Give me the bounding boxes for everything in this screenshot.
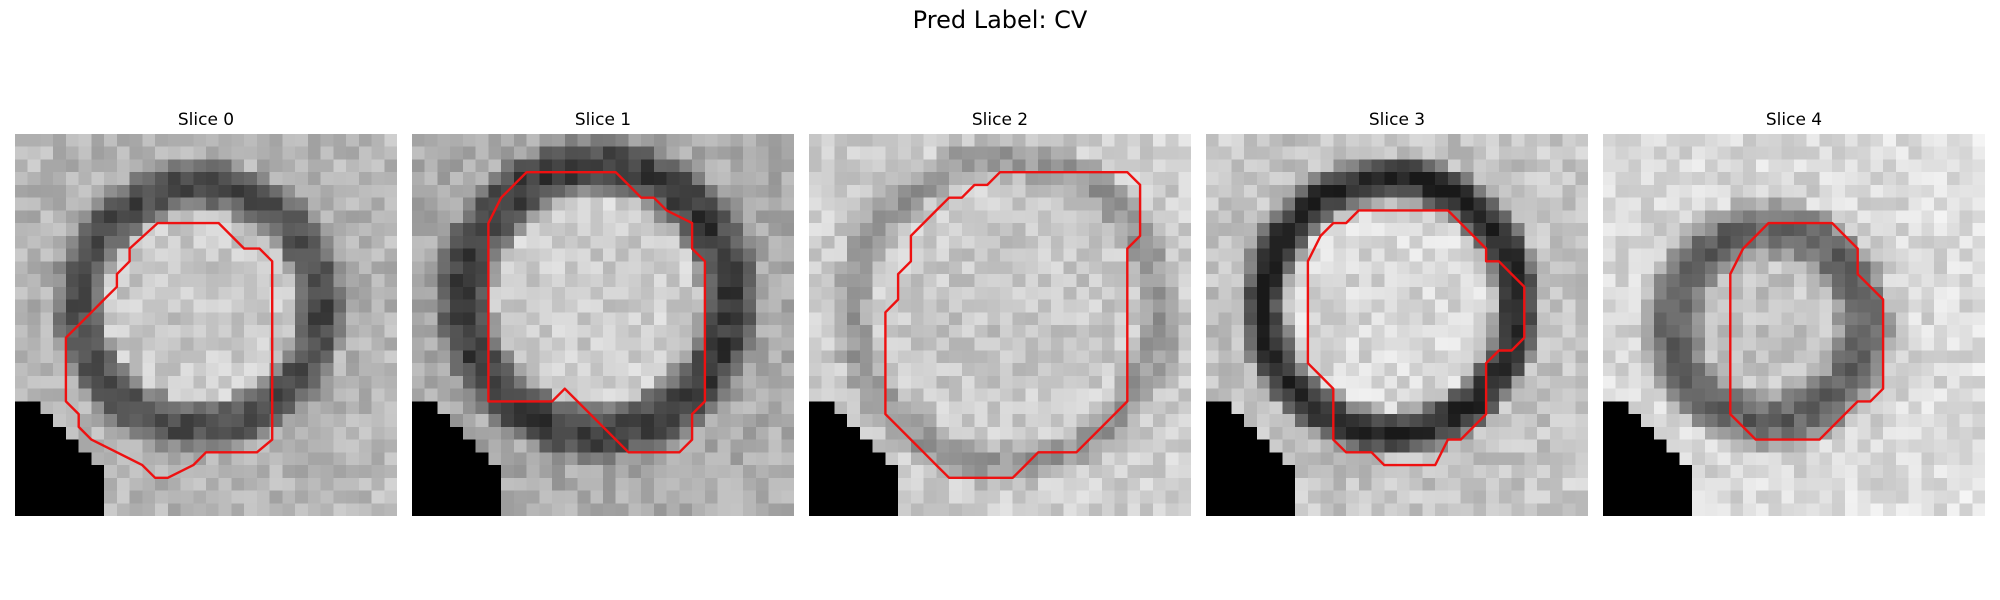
slice-panel-1: Slice 1: [412, 108, 794, 516]
slice-panel-4: Slice 4: [1603, 108, 1985, 516]
contour-outline: [64, 221, 274, 479]
slice-svg-2: [809, 134, 1191, 516]
slice-image-2: [809, 134, 1191, 516]
slice-svg-4: [1603, 134, 1985, 516]
contour-outline: [1729, 221, 1885, 441]
slice-title-0: Slice 0: [177, 110, 235, 130]
slice-svg-1: [412, 134, 794, 516]
contour-outline: [487, 171, 707, 454]
contour-outline: [1306, 209, 1526, 467]
grayscale-pixels: [1603, 134, 1985, 516]
grayscale-pixels: [412, 134, 794, 516]
slice-title-1: Slice 1: [574, 110, 632, 130]
slice-image-4: [1603, 134, 1985, 516]
slice-svg-0: [15, 134, 397, 516]
slice-image-0: [15, 134, 397, 516]
contour-outline: [884, 171, 1142, 479]
slice-title-4: Slice 4: [1765, 110, 1823, 130]
slice-image-1: [412, 134, 794, 516]
slice-title-2: Slice 2: [971, 110, 1029, 130]
grayscale-pixels: [15, 134, 397, 516]
slice-panel-0: Slice 0: [15, 108, 397, 516]
grayscale-pixels: [809, 134, 1191, 516]
slice-panel-3: Slice 3: [1206, 108, 1588, 516]
slice-image-3: [1206, 134, 1588, 516]
grayscale-pixels: [1206, 134, 1588, 516]
slice-svg-3: [1206, 134, 1588, 516]
figure-title: Pred Label: CV: [912, 6, 1088, 34]
slice-panel-2: Slice 2: [809, 108, 1191, 516]
slice-title-3: Slice 3: [1368, 110, 1426, 130]
